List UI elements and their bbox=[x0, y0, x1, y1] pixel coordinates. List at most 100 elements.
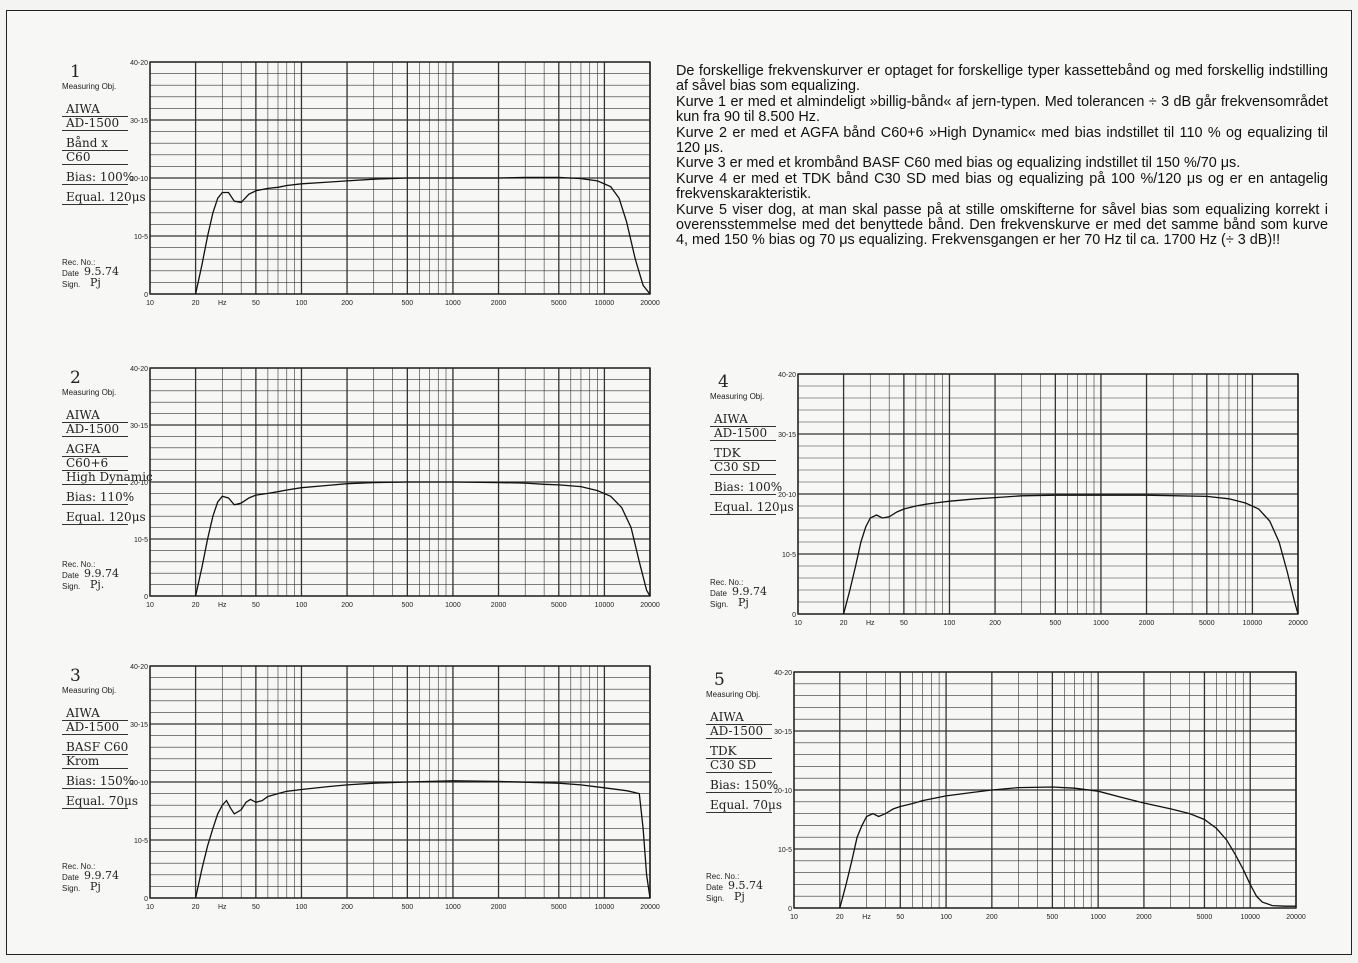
handwritten-note: AGFA bbox=[66, 442, 101, 456]
underline bbox=[62, 436, 128, 437]
sign-label: Sign. bbox=[62, 884, 81, 893]
date-label: Date bbox=[706, 883, 723, 892]
x-tick-label: 20 bbox=[192, 300, 200, 307]
underline bbox=[706, 772, 772, 773]
y-tick-label: 40-20 bbox=[130, 60, 148, 67]
y-tick-label: 10-5 bbox=[134, 537, 148, 544]
x-tick-label: 500 bbox=[401, 602, 413, 609]
y-tick-label: 0 bbox=[144, 896, 148, 903]
underline bbox=[62, 808, 128, 809]
x-tick-label: 10000 bbox=[595, 904, 615, 911]
underline bbox=[706, 738, 772, 739]
response-curve bbox=[194, 780, 651, 899]
underline bbox=[62, 788, 128, 789]
underline bbox=[710, 440, 776, 441]
handwritten-note: TDK bbox=[714, 446, 741, 460]
x-tick-label: 10000 bbox=[1243, 620, 1263, 627]
underline bbox=[710, 426, 776, 427]
y-tick-label: 30-15 bbox=[130, 118, 148, 125]
x-tick-label: 20000 bbox=[1288, 620, 1308, 627]
x-tick-label: 1000 bbox=[1090, 914, 1106, 921]
response-curve bbox=[839, 786, 1296, 909]
rec-no-label: Rec. No.: bbox=[706, 872, 740, 881]
x-tick-label: 2000 bbox=[1139, 620, 1155, 627]
sign-value: Pj bbox=[90, 276, 101, 289]
x-tick-label: 200 bbox=[986, 914, 998, 921]
y-tick-label: 0 bbox=[792, 612, 796, 619]
y-tick-label: 30-15 bbox=[774, 729, 792, 736]
underline bbox=[706, 758, 772, 759]
x-tick-label: Hz bbox=[218, 602, 227, 609]
underline bbox=[710, 460, 776, 461]
sign-label: Sign. bbox=[62, 280, 81, 289]
x-tick-label: 10000 bbox=[1240, 914, 1260, 921]
plot-frame bbox=[793, 671, 1297, 909]
handwritten-note: Equal. 120μs bbox=[714, 500, 794, 514]
x-tick-label: 10 bbox=[146, 602, 154, 609]
underline bbox=[62, 720, 128, 721]
description-paragraph: Kurve 5 viser dog, at man skal passe på … bbox=[676, 201, 1328, 249]
chart-number: 5 bbox=[714, 670, 725, 690]
plot-frame bbox=[797, 373, 1299, 615]
sign-label: Sign. bbox=[706, 894, 725, 903]
handwritten-note: AIWA bbox=[66, 706, 100, 720]
date-value: 9.5.74 bbox=[728, 879, 763, 892]
x-tick-label: 50 bbox=[896, 914, 904, 921]
handwritten-note: C60+6 bbox=[66, 456, 109, 470]
x-tick-label: 50 bbox=[252, 904, 260, 911]
x-tick-label: 20 bbox=[192, 904, 200, 911]
underline bbox=[62, 470, 128, 471]
x-tick-label: 20000 bbox=[1286, 914, 1306, 921]
underline bbox=[62, 734, 128, 735]
x-tick-label: 100 bbox=[296, 904, 308, 911]
handwritten-note: AIWA bbox=[710, 710, 744, 724]
x-tick-label: 1000 bbox=[445, 602, 461, 609]
date-label: Date bbox=[62, 571, 79, 580]
x-tick-label: 50 bbox=[252, 602, 260, 609]
x-tick-label: 200 bbox=[341, 904, 353, 911]
x-tick-label: 5000 bbox=[551, 300, 567, 307]
y-tick-label: 10-5 bbox=[782, 552, 796, 559]
sign-value: Pj bbox=[734, 890, 745, 903]
y-tick-label: 0 bbox=[144, 594, 148, 601]
handwritten-note: AD-1500 bbox=[710, 724, 764, 738]
x-tick-label: 2000 bbox=[1136, 914, 1152, 921]
x-tick-label: 5000 bbox=[1199, 620, 1215, 627]
response-curve bbox=[842, 494, 1299, 615]
x-tick-label: 5000 bbox=[551, 602, 567, 609]
y-tick-label: 40-20 bbox=[774, 670, 792, 677]
x-tick-label: 100 bbox=[940, 914, 952, 921]
y-tick-label: 10-5 bbox=[134, 234, 148, 241]
handwritten-note: Bias: 100% bbox=[66, 170, 135, 184]
date-value: 9.5.74 bbox=[84, 265, 119, 278]
x-tick-label: 20 bbox=[840, 620, 848, 627]
underline bbox=[62, 164, 128, 165]
underline bbox=[62, 504, 128, 505]
y-tick-label: 30-15 bbox=[130, 423, 148, 430]
measuring-obj-label: Measuring Obj. bbox=[706, 690, 761, 699]
date-label: Date bbox=[62, 269, 79, 278]
handwritten-note: Equal. 70μs bbox=[710, 798, 783, 812]
rec-no-label: Rec. No.: bbox=[62, 862, 96, 871]
x-tick-label: 10 bbox=[790, 914, 798, 921]
underline bbox=[62, 116, 128, 117]
handwritten-note: AD-1500 bbox=[66, 422, 120, 436]
x-tick-label: 100 bbox=[296, 602, 308, 609]
handwritten-note: Equal. 120μs bbox=[66, 190, 146, 204]
date-value: 9.9.74 bbox=[84, 869, 119, 882]
handwritten-note: Bias: 150% bbox=[66, 774, 135, 788]
handwritten-note: Equal. 120μs bbox=[66, 510, 146, 524]
x-tick-label: 100 bbox=[296, 300, 308, 307]
handwritten-note: C60 bbox=[66, 150, 91, 164]
underline bbox=[710, 474, 776, 475]
x-tick-label: 10 bbox=[794, 620, 802, 627]
underline bbox=[62, 524, 128, 525]
handwritten-note: BASF C60 bbox=[66, 740, 129, 754]
y-tick-label: 10-5 bbox=[778, 847, 792, 854]
handwritten-note: AIWA bbox=[66, 102, 100, 116]
underline bbox=[62, 130, 128, 131]
